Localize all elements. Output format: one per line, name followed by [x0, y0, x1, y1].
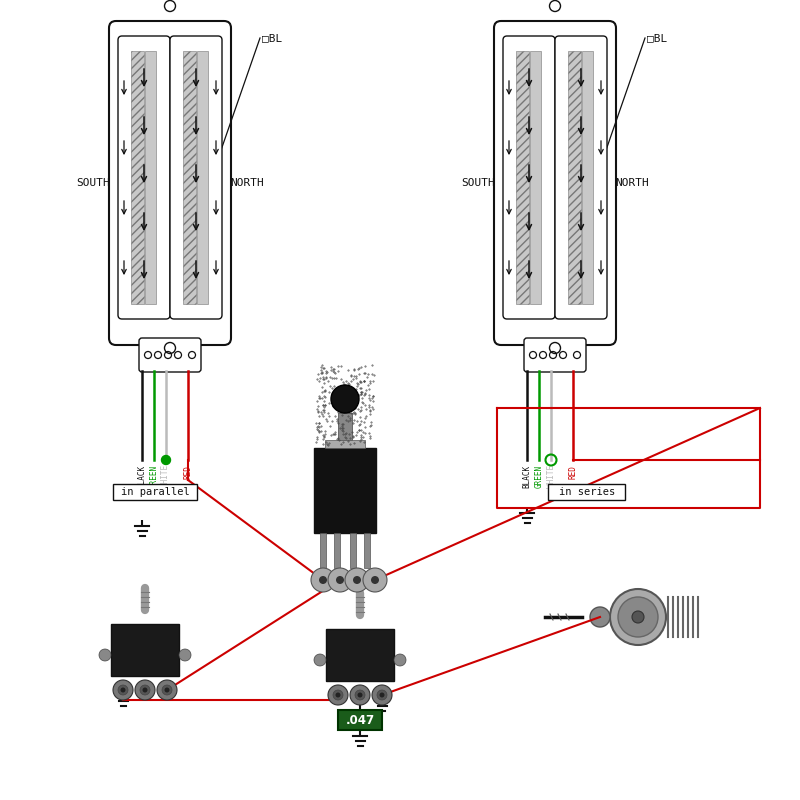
Text: WHITE: WHITE	[546, 465, 555, 488]
Circle shape	[353, 576, 361, 584]
Circle shape	[379, 693, 385, 698]
Bar	[364, 533, 370, 568]
Bar	[516, 51, 529, 304]
Bar	[197, 51, 208, 304]
Bar	[350, 533, 356, 568]
Bar	[314, 448, 376, 533]
Circle shape	[632, 611, 644, 623]
FancyBboxPatch shape	[555, 36, 607, 319]
Text: RED: RED	[569, 465, 578, 479]
Circle shape	[162, 685, 172, 695]
Bar	[530, 51, 541, 304]
Bar	[582, 51, 593, 304]
Text: □BL: □BL	[262, 33, 282, 43]
FancyBboxPatch shape	[118, 36, 170, 319]
Circle shape	[165, 687, 170, 693]
Circle shape	[157, 680, 177, 700]
Circle shape	[140, 685, 150, 695]
FancyBboxPatch shape	[113, 484, 197, 500]
Text: RED: RED	[183, 465, 193, 479]
Circle shape	[610, 589, 666, 645]
Circle shape	[113, 680, 133, 700]
Circle shape	[328, 685, 348, 705]
Text: NORTH: NORTH	[230, 178, 264, 188]
Circle shape	[99, 649, 111, 661]
FancyBboxPatch shape	[524, 338, 586, 372]
Text: BLACK: BLACK	[522, 465, 531, 488]
Circle shape	[590, 607, 610, 627]
FancyBboxPatch shape	[548, 484, 625, 500]
Bar	[111, 624, 179, 676]
Text: GREEN: GREEN	[150, 465, 158, 488]
Circle shape	[328, 568, 352, 592]
Circle shape	[162, 455, 170, 465]
Circle shape	[314, 654, 326, 666]
FancyBboxPatch shape	[494, 21, 616, 345]
Circle shape	[179, 649, 191, 661]
Circle shape	[333, 690, 343, 700]
Circle shape	[377, 690, 387, 700]
Text: GREEN: GREEN	[534, 465, 543, 488]
Circle shape	[345, 568, 369, 592]
Circle shape	[335, 693, 341, 698]
Text: .047: .047	[346, 714, 374, 726]
Circle shape	[350, 685, 370, 705]
Text: SOUTH: SOUTH	[76, 178, 110, 188]
Circle shape	[118, 685, 128, 695]
Text: NORTH: NORTH	[615, 178, 649, 188]
Circle shape	[394, 654, 406, 666]
Circle shape	[311, 568, 335, 592]
Text: □BL: □BL	[647, 33, 667, 43]
Circle shape	[135, 680, 155, 700]
Bar	[325, 440, 365, 448]
Circle shape	[618, 597, 658, 637]
Circle shape	[363, 568, 387, 592]
Text: SOUTH: SOUTH	[462, 178, 495, 188]
Circle shape	[319, 576, 327, 584]
Bar	[326, 629, 394, 681]
Circle shape	[336, 576, 344, 584]
Circle shape	[358, 693, 362, 698]
FancyBboxPatch shape	[503, 36, 555, 319]
FancyBboxPatch shape	[139, 338, 201, 372]
Text: WHITE: WHITE	[162, 465, 170, 488]
Bar	[568, 51, 581, 304]
Text: in series: in series	[559, 487, 615, 497]
Circle shape	[142, 687, 147, 693]
Circle shape	[371, 576, 379, 584]
FancyBboxPatch shape	[170, 36, 222, 319]
Text: BLACK: BLACK	[138, 465, 146, 488]
Bar	[334, 533, 340, 568]
Circle shape	[355, 690, 365, 700]
Bar	[338, 413, 352, 440]
Text: in parallel: in parallel	[121, 487, 190, 497]
Circle shape	[121, 687, 126, 693]
FancyBboxPatch shape	[109, 21, 231, 345]
Bar	[338, 710, 382, 730]
Bar	[131, 51, 144, 304]
Circle shape	[372, 685, 392, 705]
Bar	[183, 51, 196, 304]
Bar	[145, 51, 156, 304]
Circle shape	[331, 385, 359, 413]
Bar	[320, 533, 326, 568]
